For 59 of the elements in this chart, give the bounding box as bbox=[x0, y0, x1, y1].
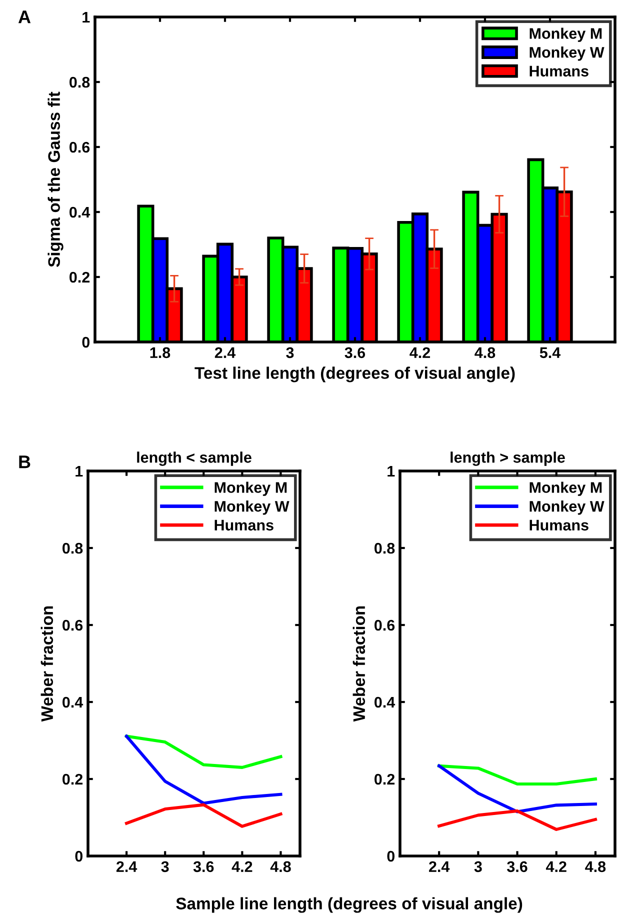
y-tick-label: 0.2 bbox=[374, 774, 395, 785]
x-tick-label: 2.4 bbox=[116, 861, 138, 872]
y-axis-title: Weber fraction bbox=[352, 606, 366, 722]
legend-label: Monkey M bbox=[530, 28, 602, 42]
legend-label: Monkey M bbox=[214, 482, 287, 496]
y-tick-label: 0 bbox=[82, 336, 90, 348]
y-tick-label: 0.8 bbox=[374, 542, 395, 554]
x-tick-label: 4.8 bbox=[585, 861, 606, 872]
x-tick-label: 3 bbox=[474, 861, 482, 872]
x-tick-label: 4.2 bbox=[546, 861, 566, 872]
legend-label: Monkey W bbox=[214, 500, 290, 515]
y-tick-label: 0.6 bbox=[62, 620, 83, 631]
y-tick-label: 0 bbox=[387, 850, 395, 862]
y-tick-label: 0.4 bbox=[70, 206, 90, 218]
y-tick-label: 0.6 bbox=[70, 142, 90, 153]
x-axis-title: Test line length (degrees of visual angle) bbox=[194, 366, 515, 382]
y-tick-label: 1 bbox=[76, 466, 83, 477]
line-series bbox=[438, 764, 597, 814]
x-tick-label: 3 bbox=[286, 347, 294, 358]
line-series bbox=[125, 803, 282, 828]
y-tick-label: 1 bbox=[82, 12, 90, 23]
x-tick-label: 4.2 bbox=[232, 861, 252, 872]
x-tick-label: 3.6 bbox=[507, 861, 528, 872]
line-series bbox=[125, 734, 282, 805]
y-tick-label: 1 bbox=[388, 466, 395, 477]
y-tick-label: 0.2 bbox=[70, 272, 90, 283]
y-axis-title: Weber fraction bbox=[40, 606, 54, 722]
y-tick-label: 0.8 bbox=[62, 542, 83, 554]
x-tick-label: 4.2 bbox=[410, 347, 430, 358]
legend-label: Monkey M bbox=[530, 482, 602, 496]
x-tick-label: 3 bbox=[161, 861, 169, 872]
line-series bbox=[438, 764, 597, 786]
y-tick-label: 0.2 bbox=[62, 774, 83, 785]
x-tick-label: 3.6 bbox=[344, 347, 366, 358]
y-tick-label: 0.4 bbox=[62, 696, 84, 708]
x-tick-label: 2.4 bbox=[429, 861, 450, 872]
x-tick-label: 5.4 bbox=[540, 347, 561, 358]
x-tick-label: 4.8 bbox=[270, 861, 291, 872]
y-tick-label: 0.6 bbox=[374, 620, 395, 631]
legend-label: Humans bbox=[530, 520, 588, 531]
chart-title: length < sample bbox=[137, 452, 252, 466]
x-axis-title: Sample line length (degrees of visual angle) bbox=[176, 897, 522, 913]
x-tick-label: 3.6 bbox=[193, 861, 214, 872]
x-tick-label: 1.8 bbox=[150, 347, 170, 358]
legend-label: Monkey W bbox=[530, 500, 604, 515]
chart-title: length > sample bbox=[450, 452, 565, 466]
line-series bbox=[125, 734, 282, 769]
y-tick-label: 0.4 bbox=[374, 696, 396, 708]
x-tick-label: 4.8 bbox=[474, 347, 496, 358]
legend-label: Humans bbox=[530, 66, 588, 77]
line-series bbox=[438, 809, 597, 831]
text: A bbox=[18, 10, 31, 24]
legend-label: Humans bbox=[214, 520, 274, 531]
text: B bbox=[19, 456, 30, 468]
y-axis-title: Sigma of the Gauss fit bbox=[48, 92, 64, 267]
y-tick-label: 0.8 bbox=[70, 76, 90, 88]
legend-label: Monkey W bbox=[530, 46, 604, 61]
x-tick-label: 2.4 bbox=[214, 347, 236, 358]
y-tick-label: 0 bbox=[75, 850, 83, 862]
